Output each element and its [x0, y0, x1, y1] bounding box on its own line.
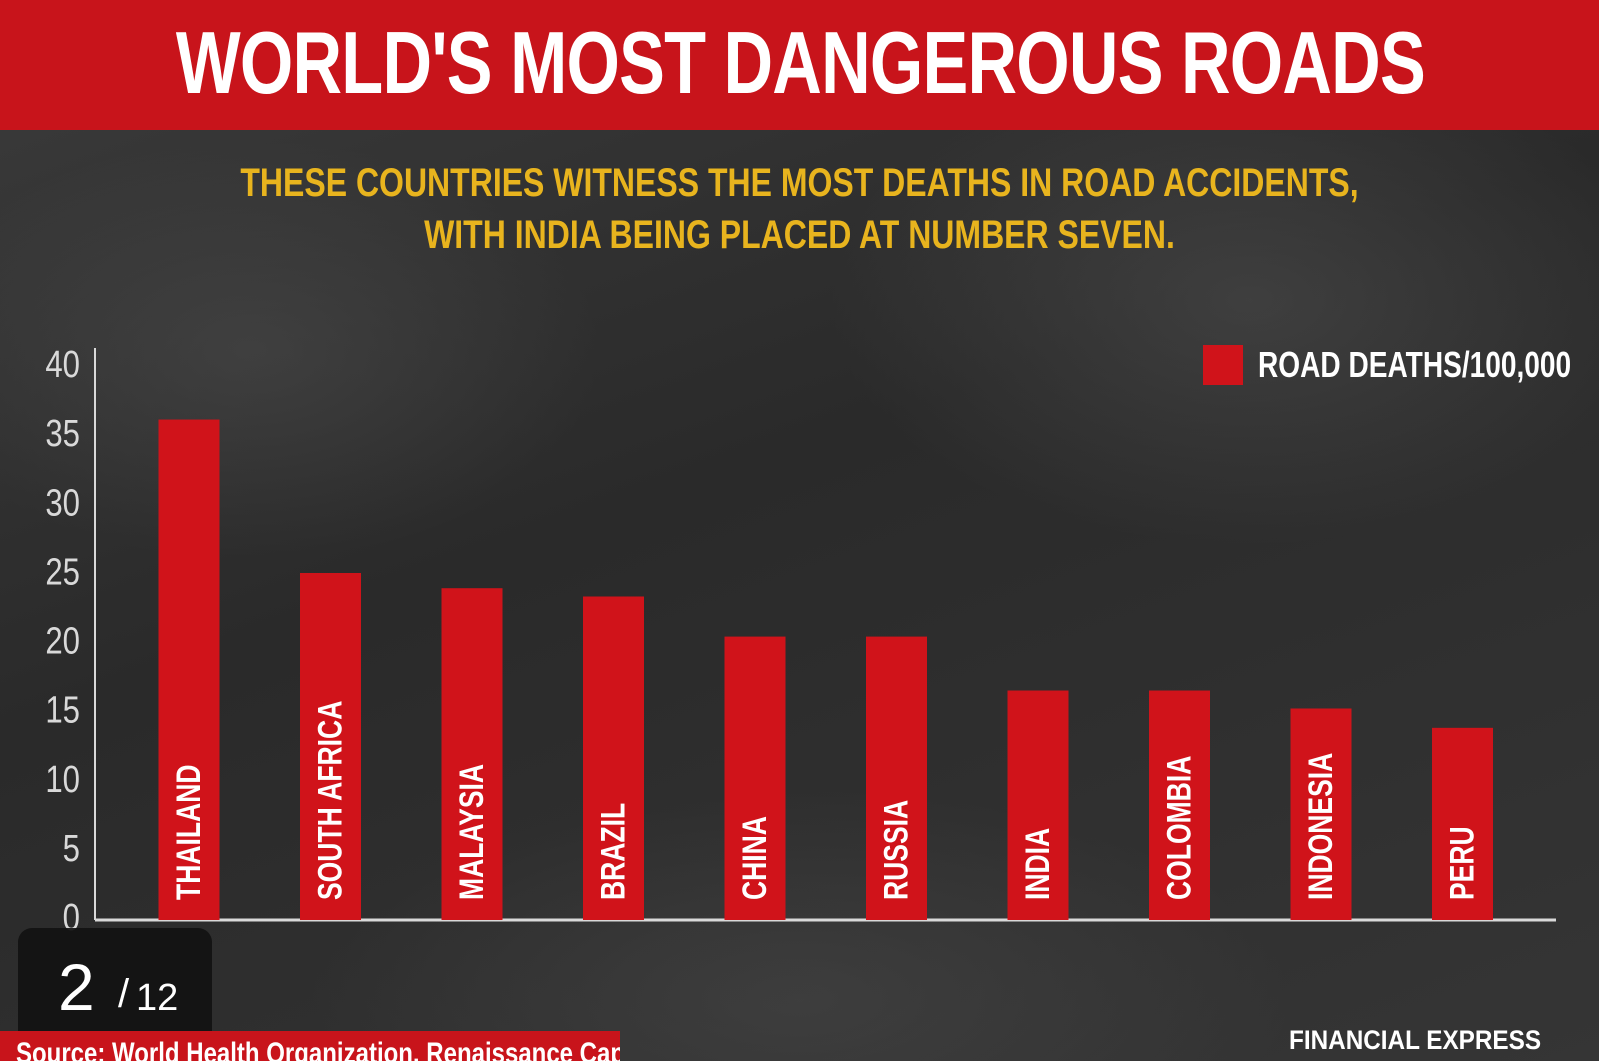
y-tick-label: 25: [45, 552, 80, 594]
y-tick-label: 10: [45, 759, 80, 801]
bar: [1007, 690, 1069, 920]
bar: [441, 588, 503, 920]
slide-total: 12: [136, 977, 179, 1019]
bar: [1290, 708, 1352, 920]
bar: [158, 419, 220, 920]
bar-category-label: COLOMBIA: [1161, 756, 1199, 900]
bar-category-label: BRAZIL: [595, 803, 633, 900]
subtitle-line-2: WITH INDIA BEING PLACED AT NUMBER SEVEN.: [424, 213, 1175, 257]
bar: [300, 572, 361, 920]
bar-category-label: PERU: [1444, 826, 1482, 900]
bar-category-label: THAILAND: [170, 764, 208, 900]
bar: [583, 596, 644, 920]
title-banner: WORLD'S MOST DANGEROUS ROADS: [0, 0, 1599, 130]
slide-counter[interactable]: 2 / 12: [18, 928, 212, 1050]
bar: [724, 636, 786, 920]
y-tick-label: 15: [45, 690, 80, 732]
page-title: WORLD'S MOST DANGEROUS ROADS: [175, 13, 1426, 112]
bar-category-label: CHINA: [736, 816, 774, 900]
brand-logo: FINANCIAL EXPRESS: [1289, 1025, 1542, 1055]
y-tick-label: 20: [45, 621, 80, 663]
bar: [1432, 727, 1493, 920]
bar-category-label: RUSSIA: [878, 800, 916, 900]
y-tick-label: 30: [45, 482, 80, 524]
bar: [1149, 690, 1210, 920]
y-tick-label: 40: [45, 344, 80, 386]
source-caption: Source: World Health Organization, Renai…: [16, 1037, 620, 1061]
bar-category-label: INDIA: [1019, 828, 1057, 900]
y-tick-label: 35: [45, 413, 80, 455]
bar-category-label: INDONESIA: [1302, 753, 1340, 900]
legend-label: ROAD DEATHS/100,000: [1258, 344, 1572, 385]
slide-current: 2: [58, 950, 95, 1024]
y-tick-label: 5: [63, 828, 80, 870]
slide-separator: /: [118, 972, 130, 1016]
bar-category-label: MALAYSIA: [453, 764, 491, 900]
source-bar: Source: World Health Organization, Renai…: [0, 1031, 620, 1061]
legend-swatch: [1203, 345, 1243, 385]
bar-category-label: SOUTH AFRICA: [312, 701, 350, 900]
subtitle-line-1: THESE COUNTRIES WITNESS THE MOST DEATHS …: [240, 161, 1359, 205]
bar: [866, 636, 927, 920]
